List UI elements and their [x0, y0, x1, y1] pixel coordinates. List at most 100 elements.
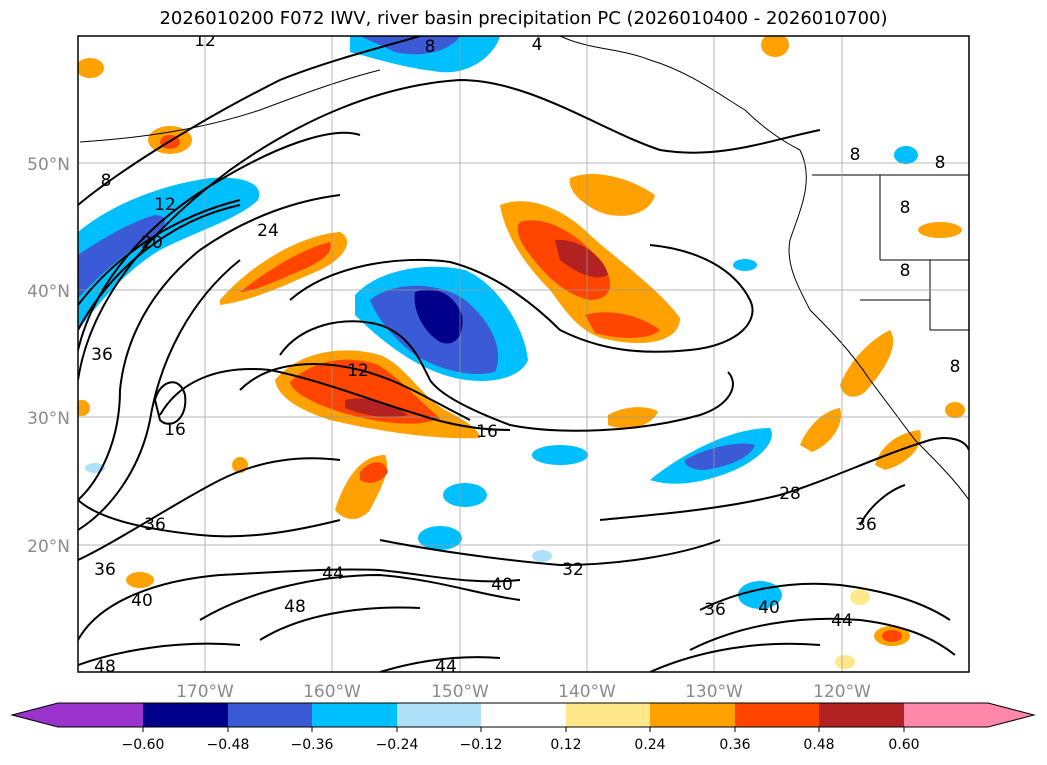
- contour-jet-12: [78, 204, 241, 331]
- contour-label: 44: [831, 611, 853, 631]
- anomaly-navy-central: [414, 289, 463, 344]
- lon-label-130: 130°W: [685, 682, 743, 702]
- colorbar-tick-label: 0.60: [888, 737, 919, 753]
- contour-label: 40: [131, 591, 153, 611]
- anomaly-darkblue-north: [360, 36, 460, 55]
- contour-west-1: [78, 194, 341, 501]
- colorbar-tick-label: 0.48: [803, 737, 834, 753]
- lon-label-150: 150°W: [431, 682, 489, 702]
- colorbar-tick-labels: −0.60 −0.48 −0.36 −0.24 −0.12 0.12 0.24 …: [122, 737, 920, 753]
- contour-label: 8: [900, 198, 911, 218]
- anomaly-blue-small-6: [733, 259, 757, 271]
- contour-south-44: [379, 656, 501, 672]
- anomaly-orange-coast-1: [840, 330, 894, 397]
- anomaly-orange-coast-4: [608, 407, 658, 429]
- lat-label-50: 50°N: [27, 155, 70, 175]
- lon-label-170: 170°W: [176, 682, 234, 702]
- contour-small-loop: [153, 381, 187, 425]
- anomaly-yellow-small-3: [918, 222, 962, 238]
- lat-label-40: 40°N: [27, 282, 70, 302]
- contour-16: [159, 368, 511, 431]
- colorbar-outline: [10, 702, 1036, 728]
- anomaly-orange-small-5: [126, 572, 154, 588]
- contour-jet-20: [78, 199, 241, 306]
- contour-label: 8: [850, 145, 861, 165]
- map-title: 2026010200 F072 IWV, river basin precipi…: [159, 8, 888, 29]
- contour-label: 24: [257, 221, 279, 241]
- anomaly-orange-small-2: [78, 58, 104, 78]
- anomaly-red-central: [290, 359, 440, 424]
- anomaly-blue-small-3: [532, 445, 588, 465]
- map-frame: [77, 35, 970, 673]
- contour-44: [199, 573, 521, 621]
- anomaly-orange-small-3: [761, 36, 789, 57]
- anomaly-yellow-small-5: [78, 400, 90, 416]
- anomaly-red-nw: [240, 242, 331, 292]
- lon-label-160: 160°W: [303, 682, 361, 702]
- contour-32: [379, 539, 721, 567]
- anomaly-blue-small-1: [443, 483, 487, 507]
- anomaly-darkblue-east: [684, 443, 755, 470]
- colorbar-tick-label: 0.24: [634, 737, 665, 753]
- contour-label: 44: [322, 564, 344, 584]
- contour-label: 36: [91, 345, 113, 365]
- colorbar-segment: [735, 703, 819, 727]
- contour-label: 8: [101, 171, 112, 191]
- anomaly-blue-west: [78, 177, 260, 330]
- latitude-labels: 50°N 40°N 30°N 20°N: [27, 155, 70, 557]
- anomaly-yellow-small-4: [945, 402, 965, 418]
- contour-outer-north: [78, 36, 421, 206]
- contour-label: 8: [900, 261, 911, 281]
- lat-label-30: 30°N: [27, 409, 70, 429]
- colorbar-segment: [819, 703, 904, 727]
- lat-label-20: 20°N: [27, 537, 70, 557]
- longitude-labels: 170°W 160°W 150°W 140°W 130°W 120°W: [176, 682, 871, 702]
- lon-label-120: 120°W: [813, 682, 871, 702]
- contour-loop-big: [289, 244, 754, 353]
- colorbar-extend-high: [904, 703, 1034, 727]
- contour-south-48: [78, 642, 241, 666]
- colorbar-extend-low: [12, 703, 143, 727]
- anomaly-blue-small-2: [418, 526, 462, 550]
- contour-label: 20: [141, 233, 163, 253]
- anomaly-shading: [78, 36, 965, 669]
- contour-west-3: [78, 457, 341, 561]
- contour-label: 44: [435, 657, 457, 677]
- colorbar-ticks: [142, 727, 905, 732]
- contour-label: 8: [425, 37, 436, 57]
- contour-label: 48: [284, 597, 306, 617]
- state-lines: [860, 175, 969, 331]
- anomaly-darkred-central: [345, 398, 408, 418]
- contour-label: 32: [562, 560, 584, 580]
- anomaly-red-ne2: [585, 312, 660, 338]
- anomaly-yellow-small-1: [850, 589, 870, 605]
- lon-label-140: 140°W: [558, 682, 616, 702]
- contour-label: 16: [476, 422, 498, 442]
- contour-label: 40: [758, 598, 780, 618]
- colorbar-tick-label: 0.36: [719, 737, 750, 753]
- anomaly-orange-coast-2: [800, 408, 841, 452]
- anomaly-yellow-ne: [569, 174, 655, 216]
- colorbar-segment: [312, 703, 397, 727]
- contour-28: [599, 437, 969, 521]
- colorbar-segment: [650, 703, 735, 727]
- graticule: [78, 36, 969, 672]
- contour-40: [78, 568, 521, 641]
- contour-label: 12: [347, 361, 369, 381]
- anomaly-blue-small-5: [894, 146, 918, 164]
- contour-label: 36: [94, 560, 116, 580]
- contour-label: 16: [164, 420, 186, 440]
- contour-label: 36: [144, 515, 166, 535]
- alaska-coast: [559, 36, 801, 151]
- contour-label: 36: [855, 515, 877, 535]
- anomaly-red-south: [360, 462, 388, 483]
- contour-label: 36: [704, 600, 726, 620]
- contour-label: 12: [194, 31, 216, 51]
- contour-label: 40: [491, 575, 513, 595]
- colorbar: −0.60 −0.48 −0.36 −0.24 −0.12 0.12 0.24 …: [10, 702, 1036, 753]
- contour-ridge-1: [78, 78, 821, 381]
- colorbar-tick-label: −0.24: [376, 737, 419, 753]
- anomaly-lightblue-small-1: [532, 550, 552, 562]
- colorbar-segment: [397, 703, 481, 727]
